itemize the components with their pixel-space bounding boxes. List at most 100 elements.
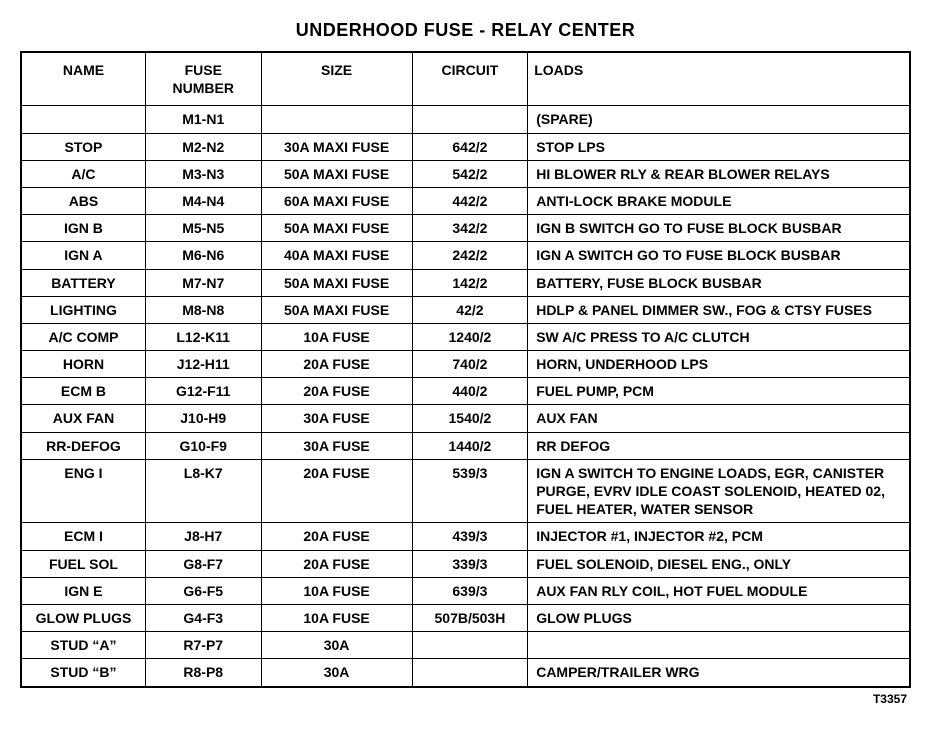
cell-fuse-number: M3-N3 bbox=[145, 160, 261, 187]
cell-circuit: 507B/503H bbox=[412, 604, 528, 631]
cell-circuit bbox=[412, 632, 528, 659]
cell-circuit: 342/2 bbox=[412, 215, 528, 242]
cell-circuit: 142/2 bbox=[412, 269, 528, 296]
cell-name: LIGHTING bbox=[21, 296, 145, 323]
cell-circuit: 740/2 bbox=[412, 351, 528, 378]
cell-fuse-number: M8-N8 bbox=[145, 296, 261, 323]
cell-loads: FUEL PUMP, PCM bbox=[528, 378, 910, 405]
cell-circuit: 1440/2 bbox=[412, 432, 528, 459]
cell-loads: RR DEFOG bbox=[528, 432, 910, 459]
cell-size: 50A MAXI FUSE bbox=[261, 269, 412, 296]
cell-fuse-number: M1-N1 bbox=[145, 106, 261, 133]
table-row: STUD “A”R7-P730A bbox=[21, 632, 910, 659]
cell-circuit: 642/2 bbox=[412, 133, 528, 160]
cell-circuit: 442/2 bbox=[412, 187, 528, 214]
cell-loads: HORN, UNDERHOOD LPS bbox=[528, 351, 910, 378]
cell-size: 20A FUSE bbox=[261, 550, 412, 577]
cell-size: 30A MAXI FUSE bbox=[261, 133, 412, 160]
cell-size: 30A bbox=[261, 632, 412, 659]
col-header-size: SIZE bbox=[261, 52, 412, 106]
fuse-relay-table: NAME FUSE NUMBER SIZE CIRCUIT LOADS M1-N… bbox=[20, 51, 911, 688]
cell-loads: INJECTOR #1, INJECTOR #2, PCM bbox=[528, 523, 910, 550]
cell-fuse-number: G4-F3 bbox=[145, 604, 261, 631]
cell-loads: SW A/C PRESS TO A/C CLUTCH bbox=[528, 323, 910, 350]
table-row: BATTERYM7-N750A MAXI FUSE142/2BATTERY, F… bbox=[21, 269, 910, 296]
table-row: HORNJ12-H1120A FUSE740/2HORN, UNDERHOOD … bbox=[21, 351, 910, 378]
table-row: A/CM3-N350A MAXI FUSE542/2HI BLOWER RLY … bbox=[21, 160, 910, 187]
cell-loads: IGN B SWITCH GO TO FUSE BLOCK BUSBAR bbox=[528, 215, 910, 242]
table-row: ECM IJ8-H720A FUSE439/3INJECTOR #1, INJE… bbox=[21, 523, 910, 550]
cell-fuse-number: M4-N4 bbox=[145, 187, 261, 214]
table-row: STOPM2-N230A MAXI FUSE642/2STOP LPS bbox=[21, 133, 910, 160]
page-title: UNDERHOOD FUSE - RELAY CENTER bbox=[20, 20, 911, 41]
cell-circuit: 439/3 bbox=[412, 523, 528, 550]
col-header-name: NAME bbox=[21, 52, 145, 106]
cell-circuit: 1240/2 bbox=[412, 323, 528, 350]
table-row: LIGHTINGM8-N850A MAXI FUSE42/2HDLP & PAN… bbox=[21, 296, 910, 323]
cell-fuse-number: R8-P8 bbox=[145, 659, 261, 687]
cell-circuit: 440/2 bbox=[412, 378, 528, 405]
cell-size: 50A MAXI FUSE bbox=[261, 296, 412, 323]
cell-loads: STOP LPS bbox=[528, 133, 910, 160]
table-row: M1-N1(SPARE) bbox=[21, 106, 910, 133]
cell-fuse-number: M6-N6 bbox=[145, 242, 261, 269]
cell-name: ECM I bbox=[21, 523, 145, 550]
table-body: M1-N1(SPARE)STOPM2-N230A MAXI FUSE642/2S… bbox=[21, 106, 910, 687]
cell-fuse-number: L8-K7 bbox=[145, 459, 261, 523]
cell-name: A/C COMP bbox=[21, 323, 145, 350]
cell-size: 20A FUSE bbox=[261, 378, 412, 405]
col-header-loads: LOADS bbox=[528, 52, 910, 106]
cell-name: ABS bbox=[21, 187, 145, 214]
table-row: STUD “B”R8-P830ACAMPER/TRAILER WRG bbox=[21, 659, 910, 687]
cell-fuse-number: M2-N2 bbox=[145, 133, 261, 160]
cell-size: 10A FUSE bbox=[261, 577, 412, 604]
cell-circuit bbox=[412, 659, 528, 687]
table-row: ECM BG12-F1120A FUSE440/2FUEL PUMP, PCM bbox=[21, 378, 910, 405]
cell-loads: ANTI-LOCK BRAKE MODULE bbox=[528, 187, 910, 214]
table-row: GLOW PLUGSG4-F310A FUSE507B/503HGLOW PLU… bbox=[21, 604, 910, 631]
cell-circuit bbox=[412, 106, 528, 133]
cell-name: RR-DEFOG bbox=[21, 432, 145, 459]
cell-name: GLOW PLUGS bbox=[21, 604, 145, 631]
cell-name: AUX FAN bbox=[21, 405, 145, 432]
cell-size: 40A MAXI FUSE bbox=[261, 242, 412, 269]
cell-size bbox=[261, 106, 412, 133]
cell-fuse-number: J8-H7 bbox=[145, 523, 261, 550]
cell-loads: GLOW PLUGS bbox=[528, 604, 910, 631]
cell-loads: AUX FAN bbox=[528, 405, 910, 432]
table-header-row: NAME FUSE NUMBER SIZE CIRCUIT LOADS bbox=[21, 52, 910, 106]
cell-name: ENG I bbox=[21, 459, 145, 523]
cell-size: 20A FUSE bbox=[261, 351, 412, 378]
table-row: AUX FANJ10-H930A FUSE1540/2AUX FAN bbox=[21, 405, 910, 432]
cell-circuit: 42/2 bbox=[412, 296, 528, 323]
cell-circuit: 639/3 bbox=[412, 577, 528, 604]
col-header-circuit: CIRCUIT bbox=[412, 52, 528, 106]
cell-fuse-number: L12-K11 bbox=[145, 323, 261, 350]
cell-circuit: 1540/2 bbox=[412, 405, 528, 432]
table-row: ABSM4-N460A MAXI FUSE442/2ANTI-LOCK BRAK… bbox=[21, 187, 910, 214]
cell-loads: AUX FAN RLY COIL, HOT FUEL MODULE bbox=[528, 577, 910, 604]
cell-name: IGN A bbox=[21, 242, 145, 269]
cell-name: FUEL SOL bbox=[21, 550, 145, 577]
cell-size: 30A bbox=[261, 659, 412, 687]
cell-name: IGN B bbox=[21, 215, 145, 242]
cell-size: 10A FUSE bbox=[261, 604, 412, 631]
cell-loads: HDLP & PANEL DIMMER SW., FOG & CTSY FUSE… bbox=[528, 296, 910, 323]
table-row: IGN BM5-N550A MAXI FUSE342/2IGN B SWITCH… bbox=[21, 215, 910, 242]
cell-size: 50A MAXI FUSE bbox=[261, 215, 412, 242]
cell-name bbox=[21, 106, 145, 133]
cell-fuse-number: G10-F9 bbox=[145, 432, 261, 459]
cell-loads: FUEL SOLENOID, DIESEL ENG., ONLY bbox=[528, 550, 910, 577]
cell-size: 30A FUSE bbox=[261, 405, 412, 432]
table-row: RR-DEFOGG10-F930A FUSE1440/2RR DEFOG bbox=[21, 432, 910, 459]
cell-name: HORN bbox=[21, 351, 145, 378]
cell-circuit: 542/2 bbox=[412, 160, 528, 187]
table-row: A/C COMPL12-K1110A FUSE1240/2SW A/C PRES… bbox=[21, 323, 910, 350]
table-row: IGN AM6-N640A MAXI FUSE242/2IGN A SWITCH… bbox=[21, 242, 910, 269]
cell-loads: BATTERY, FUSE BLOCK BUSBAR bbox=[528, 269, 910, 296]
cell-fuse-number: J12-H11 bbox=[145, 351, 261, 378]
cell-name: ECM B bbox=[21, 378, 145, 405]
cell-size: 60A MAXI FUSE bbox=[261, 187, 412, 214]
cell-fuse-number: J10-H9 bbox=[145, 405, 261, 432]
footer-code: T3357 bbox=[20, 692, 911, 706]
